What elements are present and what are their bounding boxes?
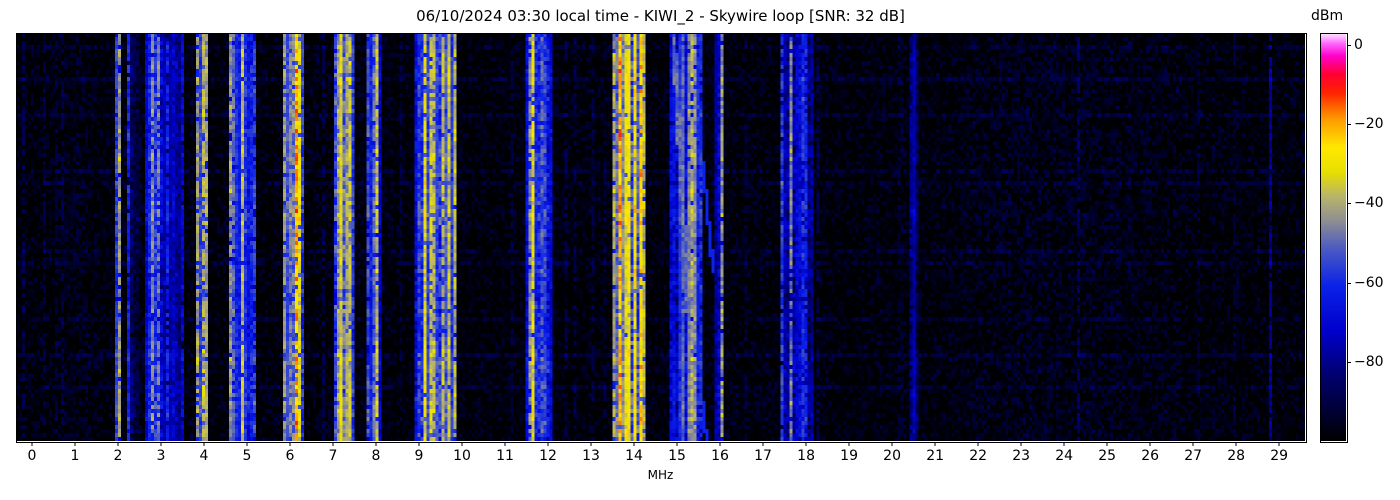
- colorbar-tick: [1347, 44, 1351, 46]
- x-axis-tick-label: 10: [453, 448, 471, 464]
- x-axis-tick-label: 2: [113, 448, 123, 464]
- x-axis: 0 1 2 3 4 5 6 7 8 9 10 11 12 13 14 15 16 17 18 19 20 21 22 23 24…: [16, 442, 1305, 472]
- x-axis-tick-label: 9: [414, 448, 424, 464]
- x-axis-tick: [633, 442, 635, 446]
- x-axis-tick: [203, 442, 205, 446]
- x-axis-tick: [375, 442, 377, 446]
- x-axis-tick-label: 21: [926, 448, 945, 464]
- x-axis-tick: [762, 442, 764, 446]
- x-axis-tick: [719, 442, 721, 446]
- x-axis-tick: [289, 442, 291, 446]
- x-axis-tick: [848, 442, 850, 446]
- x-axis-tick-label: 14: [625, 448, 643, 464]
- colorbar-gradient: [1320, 33, 1346, 441]
- x-axis-tick-label: 15: [668, 448, 686, 464]
- x-axis-tick-label: 0: [27, 448, 37, 464]
- x-axis-tick-label: 29: [1270, 448, 1289, 464]
- x-axis-tick: [547, 442, 549, 446]
- colorbar-tick: [1347, 203, 1351, 205]
- colorbar-tick: [1347, 361, 1351, 363]
- x-axis-tick: [31, 442, 33, 446]
- x-axis-tick: [1149, 442, 1151, 446]
- x-axis-tick: [418, 442, 420, 446]
- x-axis-tick: [590, 442, 592, 446]
- x-axis-tick-label: 24: [1055, 448, 1074, 464]
- x-axis-tick-label: 3: [156, 448, 166, 464]
- x-axis-tick: [160, 442, 162, 446]
- x-axis-tick-label: 13: [582, 448, 600, 464]
- x-axis-tick: [1235, 442, 1237, 446]
- x-axis-tick: [1192, 442, 1194, 446]
- x-axis-label: MHz: [647, 468, 674, 482]
- x-axis-tick: [805, 442, 807, 446]
- x-axis-tick: [332, 442, 334, 446]
- x-axis-tick-label: 19: [840, 448, 859, 464]
- spectrogram-heatmap[interactable]: [16, 33, 1305, 441]
- x-axis-tick-label: 25: [1098, 448, 1117, 464]
- x-axis-tick-label: 6: [285, 448, 295, 464]
- x-axis-tick-label: 23: [1012, 448, 1031, 464]
- colorbar-tick-label: 0: [1354, 36, 1363, 53]
- x-axis-tick-label: 5: [242, 448, 252, 464]
- page-title: 06/10/2024 03:30 local time - KIWI_2 - S…: [416, 7, 905, 25]
- x-axis-tick-label: 11: [496, 448, 514, 464]
- x-axis-tick-label: 17: [754, 448, 772, 464]
- colorbar-tick-label: −20: [1354, 116, 1384, 133]
- x-axis-tick-label: 27: [1184, 448, 1203, 464]
- x-axis-tick-label: 12: [539, 448, 557, 464]
- colorbar-tick: [1347, 282, 1351, 284]
- x-axis-tick: [934, 442, 936, 446]
- x-axis-tick: [504, 442, 506, 446]
- x-axis-tick-label: 22: [969, 448, 988, 464]
- colorbar-tick-label: −60: [1354, 274, 1384, 291]
- x-axis-tick-label: 28: [1227, 448, 1246, 464]
- colorbar-tick-label: −80: [1354, 353, 1384, 370]
- x-axis-tick: [74, 442, 76, 446]
- colorbar-tick-label: −40: [1354, 195, 1384, 212]
- x-axis-tick-label: 4: [199, 448, 209, 464]
- x-axis-tick: [246, 442, 248, 446]
- x-axis-tick-label: 1: [70, 448, 80, 464]
- colorbar[interactable]: 0 −20 −40 −60 −80: [1320, 33, 1384, 443]
- x-axis-tick: [461, 442, 463, 446]
- x-axis-tick: [1063, 442, 1065, 446]
- x-axis-tick: [117, 442, 119, 446]
- x-axis-tick-label: 18: [797, 448, 815, 464]
- x-axis-tick: [1278, 442, 1280, 446]
- x-axis-tick-label: 8: [371, 448, 381, 464]
- x-axis-tick-label: 7: [328, 448, 338, 464]
- colorbar-tick: [1347, 124, 1351, 126]
- x-axis-tick: [676, 442, 678, 446]
- colorbar-title: dBm: [1311, 8, 1344, 24]
- x-axis-tick-label: 16: [711, 448, 729, 464]
- x-axis-tick: [891, 442, 893, 446]
- x-axis-tick-label: 20: [883, 448, 902, 464]
- x-axis-tick: [1020, 442, 1022, 446]
- x-axis-tick-label: 26: [1141, 448, 1160, 464]
- x-axis-tick: [977, 442, 979, 446]
- x-axis-tick: [1106, 442, 1108, 446]
